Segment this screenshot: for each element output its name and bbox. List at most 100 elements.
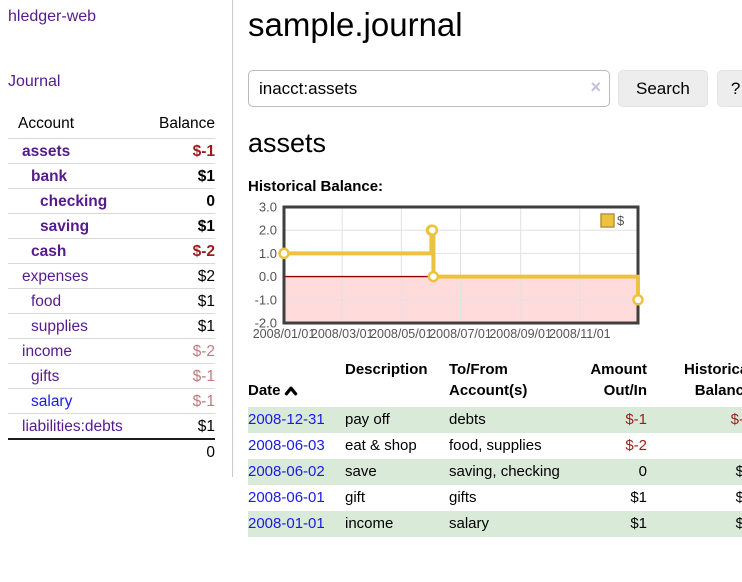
transaction-amount: $-2 [625,437,647,454]
svg-text:-2.0: -2.0 [255,316,277,331]
accounts-header-balance: Balance [158,115,215,132]
transaction-balance: $-1 [649,407,742,433]
transaction-balance: 0 [649,433,742,459]
transaction-accounts: food, supplies [449,437,542,454]
svg-text:2008/01/01: 2008/01/01 [253,327,316,341]
transaction-date-link[interactable]: 2008-01-01 [248,515,325,532]
account-balance: $-1 [192,367,215,385]
account-row: supplies $1 [8,313,215,339]
historical-balance-chart: 3.0 2.0 1.0 0.0 -1.0 -2.0 2008/01/01 2008/03/01… [248,200,742,343]
account-link[interactable]: food [31,292,62,310]
svg-text:-1.0: -1.0 [255,292,277,307]
svg-text:2.0: 2.0 [259,223,277,238]
register-header-row: Date Description To/From Account(s) Amou… [248,357,742,407]
transaction-balance: $1 [649,511,742,537]
account-row: salary $-1 [8,388,215,414]
transaction-date-link[interactable]: 2008-12-31 [248,411,325,428]
account-link[interactable]: salary [31,392,73,410]
accounts-total-row: 0 [8,439,215,465]
account-balance: $1 [197,167,215,185]
account-balance: $-1 [192,392,215,410]
account-link[interactable]: gifts [31,367,60,385]
account-link[interactable]: assets [22,142,71,160]
register-header-balance: Historical Balance [683,361,742,399]
account-link[interactable]: cash [31,242,67,260]
account-balance: $1 [197,417,215,435]
help-button[interactable]: ? [716,70,742,107]
account-link[interactable]: bank [31,167,68,185]
register-table: Date Description To/From Account(s) Amou… [248,357,742,537]
account-balance: 0 [206,192,215,210]
account-row: expenses $2 [8,263,215,289]
clear-search-icon[interactable]: × [590,77,601,97]
account-balance: $2 [197,267,215,285]
account-link[interactable]: expenses [22,267,89,285]
transaction-row: 2008-06-02 save saving, checking 0 $2 [248,459,742,485]
svg-text:0.0: 0.0 [259,269,277,284]
transaction-amount: $1 [569,511,649,537]
page-title: sample.journal [248,6,463,43]
transaction-amount: $1 [630,489,647,506]
transaction-balance: $2 [735,489,742,506]
transaction-date-link[interactable]: 2008-06-01 [248,489,325,506]
svg-text:$: $ [617,213,625,228]
balance-chart-svg: 3.0 2.0 1.0 0.0 -1.0 -2.02008/01/012008/03/01… [253,200,644,341]
register-header-date[interactable]: Date [248,357,345,407]
register-header-amount: Amount Out/In [590,361,647,399]
account-row: assets $-1 [8,138,215,164]
transaction-description: income [345,511,449,537]
accounts-total-value: 0 [206,444,215,461]
account-balance: $-1 [192,142,215,160]
transaction-accounts: gifts [449,489,477,506]
chart-title: Historical Balance: [248,178,384,195]
account-row: bank $1 [8,163,215,189]
transaction-row: 2008-12-31 pay off debts $-1 $-1 [248,407,742,433]
svg-text:2008/11/01: 2008/11/01 [549,327,611,341]
account-link[interactable]: income [22,342,72,360]
svg-text:2008/03/01: 2008/03/01 [311,327,374,341]
page: hledger-web Journal Account Balance asse… [0,0,742,537]
register-header-tofrom: To/From Account(s) [449,361,528,399]
search-row: × Search ? [248,70,742,107]
transaction-row: 2008-06-03 eat & shop food, supplies $-2… [248,433,742,459]
account-link[interactable]: saving [40,217,90,235]
account-balance: $1 [197,292,215,310]
transaction-date-link[interactable]: 2008-06-02 [248,463,325,480]
sort-ascending-icon [284,386,297,396]
account-balance: $-2 [192,342,215,360]
transaction-accounts: saving, checking [449,459,569,485]
account-row: liabilities:debts $1 [8,413,215,440]
account-row: saving $1 [8,213,215,239]
search-box: × [248,70,610,107]
svg-text:2008/05/01: 2008/05/01 [370,327,433,341]
account-row: food $1 [8,288,215,314]
transaction-row: 2008-06-01 gift gifts $1 $2 [248,485,742,511]
svg-text:1.0: 1.0 [259,246,277,261]
account-link[interactable]: supplies [31,317,88,335]
sidebar: hledger-web Journal Account Balance asse… [0,0,233,477]
app-title-link[interactable]: hledger-web [8,8,97,25]
date-header-label: Date [248,382,281,399]
svg-text:3.0: 3.0 [259,200,277,215]
transaction-description: pay off [345,407,449,433]
search-button[interactable]: Search [618,70,708,107]
accounts-table: Account Balance assets $-1 bank $1 check… [8,112,215,465]
account-heading: assets [248,128,327,158]
transaction-description: eat & shop [345,437,417,454]
search-input[interactable] [248,70,610,107]
transaction-date-link[interactable]: 2008-06-03 [248,437,325,454]
transaction-balance: $2 [649,459,742,485]
transaction-accounts: salary [449,511,569,537]
transaction-amount: $-1 [569,407,649,433]
account-balance: $-2 [192,242,215,260]
account-row: checking 0 [8,188,215,214]
transaction-description: save [345,459,449,485]
account-link[interactable]: liabilities:debts [22,417,123,435]
transaction-amount: 0 [569,459,649,485]
account-link[interactable]: checking [40,192,108,210]
account-balance: $1 [197,217,215,235]
sidebar-item-journal[interactable]: Journal [8,73,61,90]
account-balance: $1 [197,317,215,335]
accounts-header-account: Account [18,115,75,132]
transaction-description: gift [345,489,366,506]
